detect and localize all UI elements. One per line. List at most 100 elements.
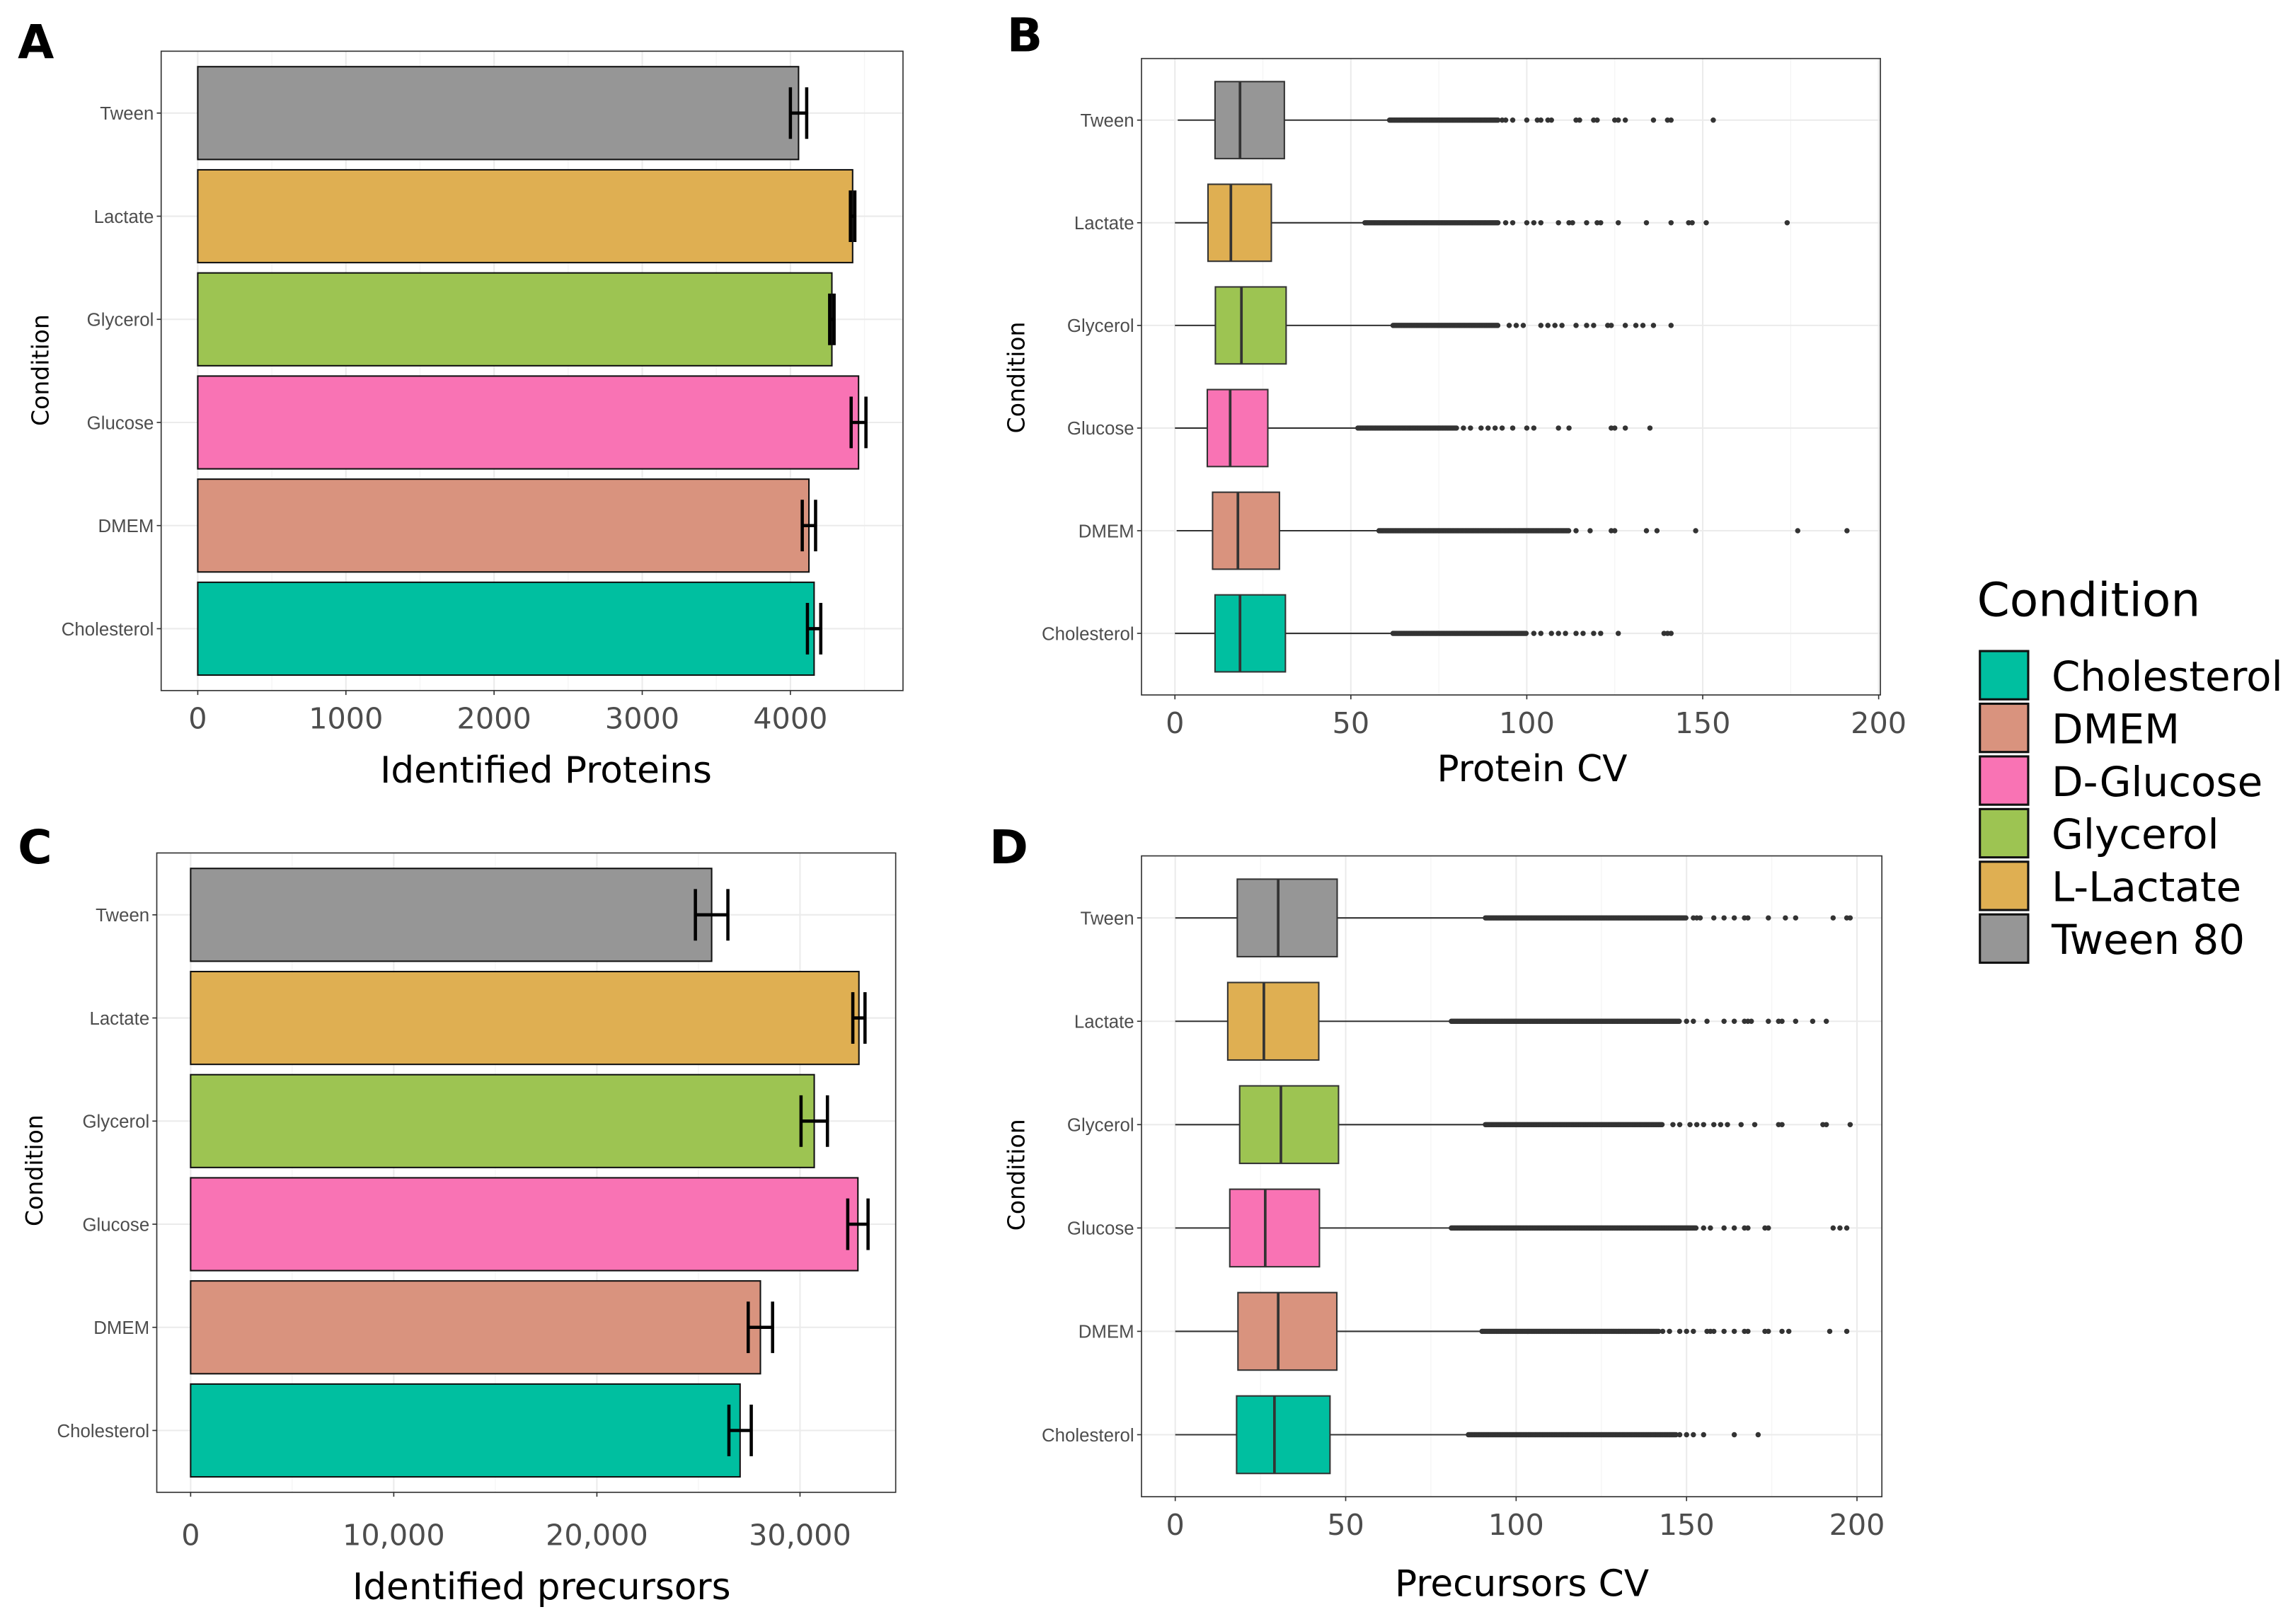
box-iqr (1214, 286, 1287, 365)
x-tick-label: 0 (1166, 1508, 1185, 1542)
outlier-point (1844, 528, 1850, 534)
outlier-point (1745, 915, 1751, 921)
outlier-point (1731, 1328, 1737, 1335)
box-iqr (1214, 594, 1287, 673)
panel-letter-b: B (1007, 8, 1042, 62)
panel-letter-c: C (18, 820, 52, 875)
outlier-point (1745, 1225, 1751, 1231)
box-dmem (1176, 491, 1850, 570)
outlier-point (1668, 630, 1674, 636)
error-bar-glucose (849, 396, 868, 449)
legend-label: Cholesterol (2052, 652, 2283, 701)
outlier-point (1563, 630, 1568, 636)
outlier-point (1495, 323, 1501, 328)
outlier-point (1548, 630, 1554, 636)
x-axis-title: Identified precursors (352, 1566, 731, 1608)
x-tick-label: 150 (1675, 706, 1731, 740)
x-tick-label: 10,000 (343, 1518, 445, 1552)
outlier-point (1615, 630, 1621, 636)
x-tick-label: 4000 (753, 702, 827, 736)
outlier-point (1495, 117, 1501, 123)
panel-d-box-plot: Tween Lactate Glycerol Glucose DMEM Cholester… (1003, 855, 1885, 1606)
y-tick-label: Lactate (1074, 1013, 1134, 1032)
panel-c-bar-chart: Tween Lactate Glycerol Glucose DMEM Cholester… (21, 852, 897, 1608)
outlier-point (1545, 323, 1551, 328)
outlier-point (1785, 1328, 1792, 1335)
outlier-point (1643, 528, 1650, 534)
outlier-point (1538, 117, 1544, 123)
outlier-point (1725, 1122, 1730, 1128)
outlier-point (1509, 117, 1516, 123)
outlier-point (1499, 425, 1505, 431)
y-tick-label: Cholesterol (1042, 1426, 1134, 1446)
outlier-point (1711, 1122, 1717, 1128)
x-tick-label: 200 (1851, 706, 1907, 740)
outlier-point (1823, 1018, 1829, 1024)
outlier-point (1524, 117, 1530, 123)
outlier-point (1485, 425, 1491, 431)
outlier-point (1531, 220, 1537, 226)
outlier-point (1721, 1018, 1727, 1024)
outlier-point (1598, 220, 1604, 226)
outlier-point (1633, 323, 1639, 328)
bar-tween (190, 868, 713, 962)
bar-cholesterol (197, 581, 815, 676)
legend-key-lactate (1979, 860, 2030, 911)
box-iqr (1238, 1085, 1340, 1165)
outlier-point (1823, 1122, 1829, 1128)
outlier-point (1650, 117, 1657, 123)
outlier-point (1718, 1122, 1724, 1128)
outlier-point (1752, 1122, 1758, 1128)
x-tick-label: 2000 (457, 702, 531, 736)
outlier-point (1640, 323, 1646, 328)
outlier-point (1687, 1122, 1693, 1128)
x-tick-label: 0 (181, 1518, 200, 1552)
bar-glycerol (190, 1073, 815, 1168)
outlier-point (1684, 1432, 1689, 1438)
outlier-point (1668, 117, 1674, 123)
x-tick-label: 150 (1659, 1508, 1715, 1542)
outlier-point (1454, 425, 1459, 431)
outlier-point (1502, 117, 1509, 123)
legend-label: D-Glucose (2052, 758, 2262, 806)
x-axis-title: Protein CV (1437, 748, 1628, 790)
plot-border (156, 852, 897, 1493)
outlier-point (1573, 630, 1579, 636)
outlier-point (1721, 1328, 1727, 1335)
bar-tween (197, 66, 800, 161)
outlier-point (1677, 1018, 1682, 1024)
outlier-point (1502, 220, 1509, 226)
outlier-point (1677, 1122, 1683, 1128)
y-tick-label: Tween (1081, 909, 1134, 928)
outlier-point (1844, 1328, 1850, 1335)
box-lactate (1175, 183, 1790, 263)
legend-label: Glycerol (2052, 810, 2219, 858)
y-tick-label: DMEM (93, 1318, 149, 1338)
outlier-point (1784, 220, 1790, 226)
y-tick-label: Tween (96, 906, 149, 926)
x-tick-label: 3000 (605, 702, 679, 736)
outlier-point (1830, 915, 1836, 921)
bar-lactate (197, 168, 853, 264)
outlier-point (1830, 1225, 1836, 1231)
outlier-point (1598, 630, 1604, 636)
outlier-point (1531, 630, 1537, 636)
outlier-point (1755, 1432, 1761, 1438)
outlier-point (1659, 1122, 1665, 1128)
outlier-point (1837, 1225, 1843, 1231)
outlier-point (1693, 1122, 1700, 1128)
panel-b-box-plot: Tween Lactate Glycerol Glucose DMEM Cholester… (1003, 57, 1907, 790)
outlier-point (1697, 915, 1703, 921)
legend-label: DMEM (2052, 705, 2180, 753)
plot-border (1141, 57, 1881, 696)
outlier-point (1691, 1018, 1696, 1024)
outlier-point (1731, 915, 1737, 921)
box-lactate (1175, 981, 1829, 1061)
plot-background (1142, 58, 1881, 696)
box-iqr (1226, 981, 1320, 1061)
outlier-point (1731, 1432, 1737, 1438)
outlier-point (1766, 1225, 1771, 1231)
x-tick-label: 0 (188, 702, 207, 736)
y-axis-title: Condition (1003, 1119, 1030, 1231)
box-iqr (1207, 183, 1272, 263)
